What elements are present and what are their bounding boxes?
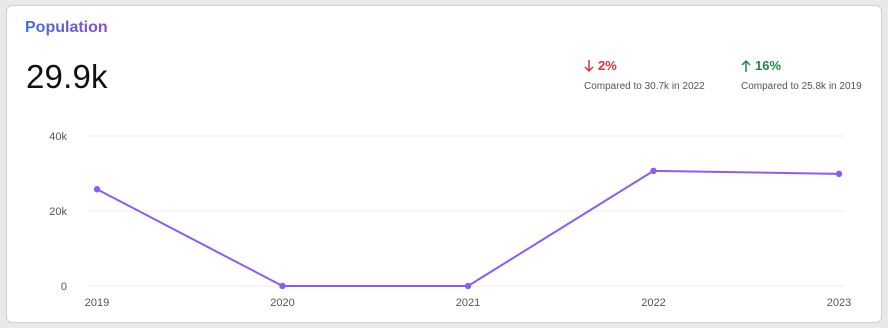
data-point (835, 170, 843, 178)
arrow-up-icon (741, 59, 751, 72)
delta-up: 16% (741, 58, 862, 73)
comparison-2019: 16% Compared to 25.8k in 2019 (741, 58, 862, 92)
x-tick-label: 2022 (641, 297, 665, 309)
x-tick-label: 2023 (827, 297, 851, 309)
x-axis-ticks: 2019 2020 2021 2022 2023 (85, 297, 851, 309)
y-tick-label: 40k (49, 131, 67, 143)
y-tick-label: 0 (61, 281, 67, 293)
data-point (464, 282, 472, 290)
data-point (650, 167, 657, 175)
comparison-caption: Compared to 25.8k in 2019 (741, 81, 862, 92)
y-axis-ticks: 0 20k 40k (49, 131, 67, 293)
x-tick-label: 2019 (85, 297, 109, 309)
card-title: Population (25, 19, 108, 36)
comparison-2022: 2% Compared to 30.7k in 2022 (584, 58, 705, 92)
comparison-caption: Compared to 30.7k in 2022 (584, 81, 705, 92)
data-point (279, 282, 286, 290)
data-point (93, 186, 101, 193)
population-line-chart: 0 20k 40k 2019 2020 2021 2022 2023 (49, 131, 851, 309)
delta-down: 2% (584, 58, 705, 73)
current-value: 29.9k (26, 58, 108, 95)
delta-value: 16% (755, 58, 782, 73)
arrow-down-icon (584, 59, 594, 72)
x-tick-label: 2020 (270, 297, 294, 309)
population-card: Population 29.9k 2% Compared to 30.7k in… (6, 5, 882, 323)
delta-value: 2% (598, 58, 617, 73)
x-tick-label: 2021 (456, 297, 480, 309)
series-layer (93, 167, 843, 290)
gridlines (89, 135, 845, 287)
series-line (96, 169, 840, 287)
y-tick-label: 20k (49, 206, 67, 218)
